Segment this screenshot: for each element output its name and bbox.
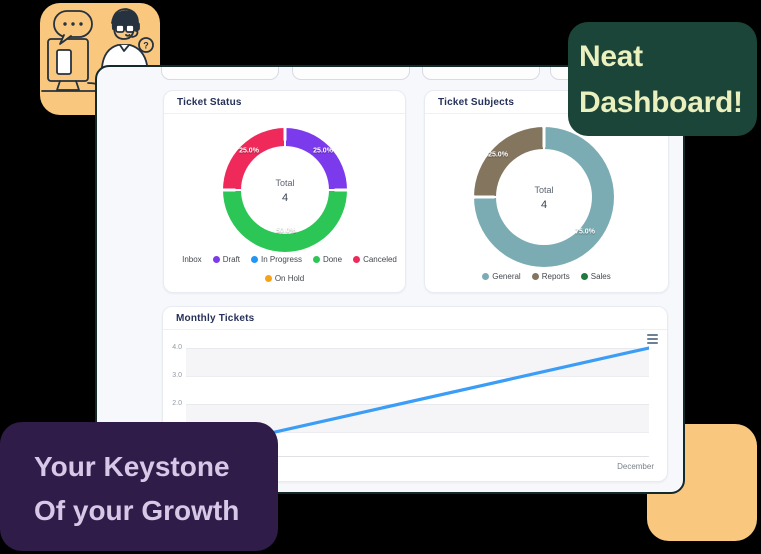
y-tick-3: 3.0 [172,372,182,379]
slice-label-canceled: 25.0% [239,147,259,155]
growth-badge-line1: Your Keystone [34,451,230,482]
ticket-status-legend-row-1: Inbox Draft In Progress Done Canceled [164,255,405,264]
x-axis-line [186,456,649,457]
placeholder-tab-1[interactable] [161,67,279,80]
growth-badge-line2: Of your Growth [34,495,240,526]
headset-icon [111,8,139,24]
legend-item-in-progress[interactable]: In Progress [251,255,302,264]
monthly-tickets-title: Monthly Tickets [163,307,667,330]
placeholder-tab-3[interactable] [422,67,540,80]
in-progress-marker-icon [251,256,259,263]
ticket-status-card: Ticket Status 25.0% 25.0% 50.0% Total 4 … [163,90,406,293]
ticket-status-donut-chart[interactable] [223,128,347,252]
neat-badge-line2: Dashboard! [579,86,743,119]
question-bubble-icon [138,37,154,53]
draft-marker-icon [212,256,220,263]
on-hold-marker-icon [264,275,272,282]
slice-label-draft: 25.0% [313,147,333,155]
inbox-marker-icon [172,256,180,263]
slice-label-general: 75.0% [575,228,595,236]
glasses-icon [115,24,125,33]
grid-band [186,348,649,377]
legend-item-canceled[interactable]: Canceled [353,255,397,264]
ticket-status-legend-row-2: On Hold [164,274,405,283]
legend-item-general[interactable]: General [482,272,521,281]
legend-item-sales[interactable]: Sales [580,272,611,281]
legend-item-reports[interactable]: Reports [531,272,570,281]
sales-marker-icon [580,273,588,280]
y-tick-4: 4.0 [172,344,182,351]
ticket-subjects-card: Ticket Subjects 25.0% 75.0% Total 4 Gene… [424,90,669,293]
general-marker-icon [482,273,490,280]
total-label: Total [275,178,295,188]
legend-item-draft[interactable]: Draft [212,255,240,264]
neat-dashboard-badge: Neat Dashboard! [568,22,757,136]
done-marker-icon [312,256,320,263]
y-tick-2: 2.0 [172,400,182,407]
placeholder-tab-2[interactable] [292,67,410,80]
total-value: 4 [540,199,548,211]
legend-item-inbox[interactable]: Inbox [172,255,202,264]
total-value: 4 [281,192,289,204]
canceled-marker-icon [353,256,361,263]
neat-badge-line1: Neat [579,40,643,73]
keystone-growth-badge: Your Keystone Of your Growth [0,422,278,551]
ticket-status-title: Ticket Status [164,91,405,114]
slice-label-done: 50.0% [276,227,296,235]
dashboard-window: Ticket Status 25.0% 25.0% 50.0% Total 4 … [95,65,685,494]
question-mark: ? [143,41,149,51]
ticket-subjects-title: Ticket Subjects [425,91,668,114]
reports-marker-icon [531,273,539,280]
total-label: Total [534,185,554,195]
chart-menu-icon[interactable] [647,334,658,346]
ticket-subjects-legend-row: General Reports Sales [425,272,668,281]
ticket-subjects-donut-chart[interactable] [474,127,614,267]
legend-item-on-hold[interactable]: On Hold [264,274,304,283]
legend-item-done[interactable]: Done [312,255,342,264]
slice-label-reports: 25.0% [488,151,508,159]
x-label-december: December [617,462,654,471]
